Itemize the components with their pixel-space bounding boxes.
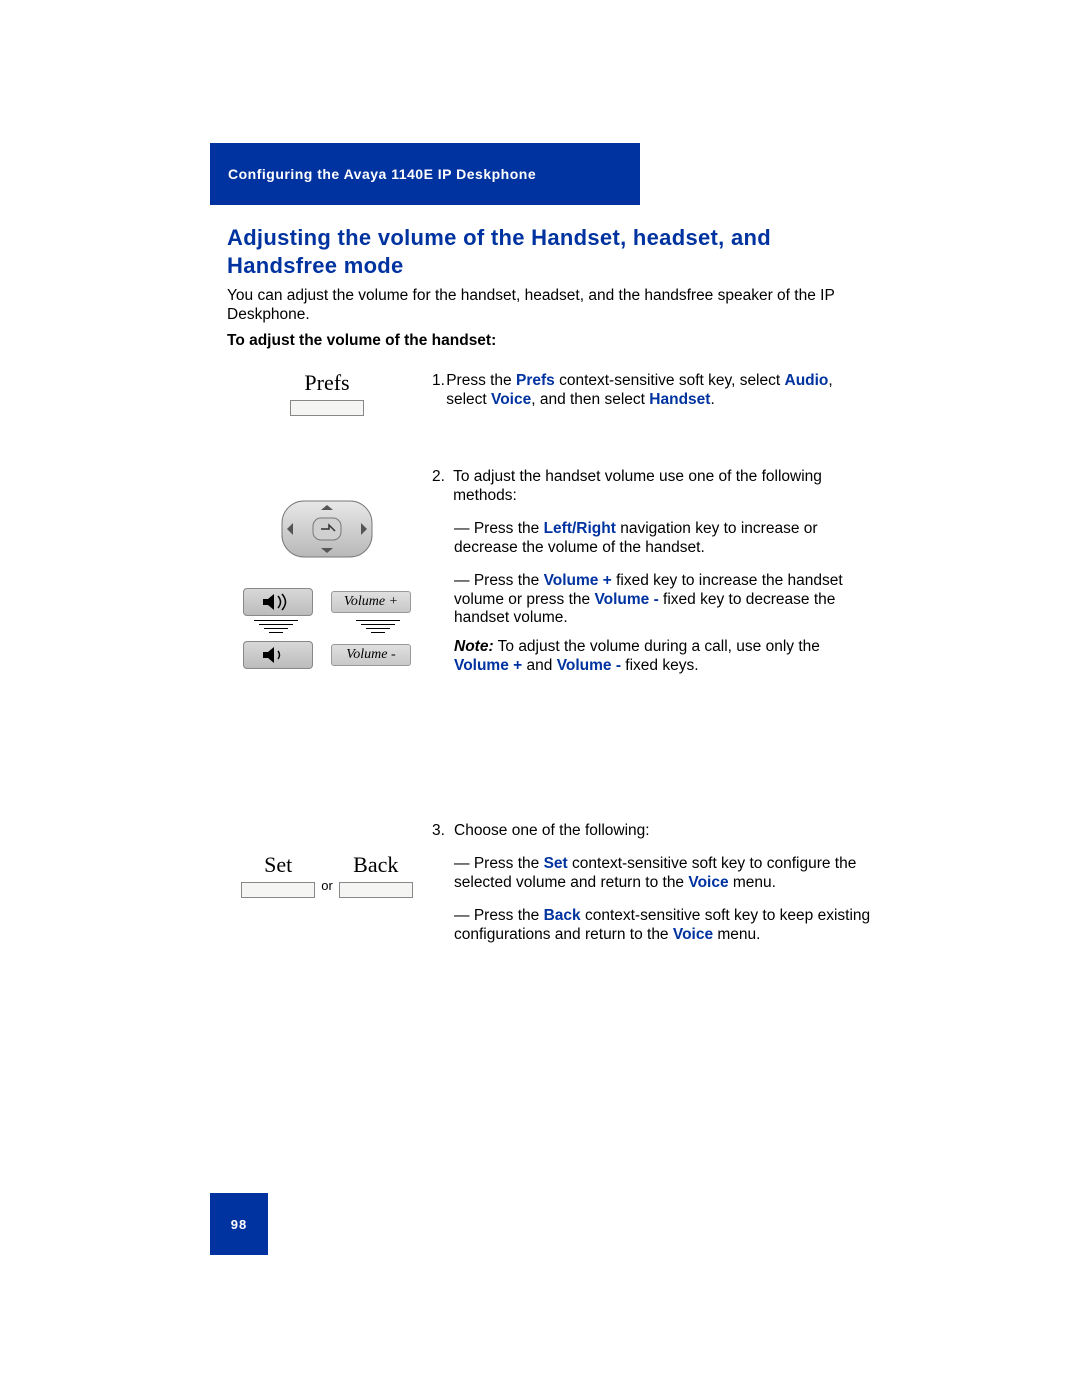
step-2-dash-2: — Press the Volume + fixed key to increa… [454, 572, 872, 629]
volume-up-row: Volume + [227, 588, 427, 616]
page-number-box: 98 [210, 1193, 268, 1255]
volume-controls-graphic: Volume + Volume - [227, 500, 427, 669]
step-number: 1. [432, 372, 446, 410]
kw-voice2: Voice [688, 874, 728, 891]
set-back-softkey-graphic: Set or Back [227, 852, 427, 898]
step-2-intro: To adjust the handset volume use one of … [453, 468, 872, 506]
step-3-dash-2: — Press the Back context-sensitive soft … [454, 907, 872, 945]
prefs-softkey-graphic: Prefs [227, 370, 427, 416]
kw-handset: Handset [649, 391, 710, 408]
kw-back: Back [544, 907, 581, 924]
step-2-note: Note: To adjust the volume during a call… [454, 638, 872, 676]
step-1: 1. Press the Prefs context-sensitive sof… [432, 372, 872, 410]
kw-voice: Voice [491, 391, 531, 408]
step-number: 3. [432, 822, 454, 841]
volume-down-row: Volume - [227, 641, 427, 669]
step-3: 3. Choose one of the following: — Press … [432, 822, 872, 945]
kw-volplus2: Volume + [454, 657, 522, 674]
back-softkey-box [339, 882, 413, 898]
page-number: 98 [231, 1217, 247, 1232]
running-header: Configuring the Avaya 1140E IP Deskphone [210, 143, 640, 205]
kw-voice3: Voice [673, 926, 713, 943]
volume-minus-label: Volume - [331, 644, 411, 666]
note-label: Note: [454, 638, 494, 655]
document-page: Configuring the Avaya 1140E IP Deskphone… [0, 0, 1080, 1397]
speaker-loud-icon [243, 588, 313, 616]
set-softkey-box [241, 882, 315, 898]
kw-volminus: Volume - [594, 591, 658, 608]
kw-prefs: Prefs [516, 372, 555, 389]
step-3-dash-1: — Press the Set context-sensitive soft k… [454, 855, 872, 893]
step-2: 2. To adjust the handset volume use one … [432, 468, 872, 676]
speaker-quiet-icon [243, 641, 313, 669]
volume-plus-label: Volume + [331, 591, 411, 613]
kw-audio: Audio [785, 372, 829, 389]
back-softkey-label: Back [353, 852, 398, 878]
kw-volplus: Volume + [544, 572, 612, 589]
nav-pad-icon [281, 500, 373, 558]
prefs-softkey-label: Prefs [277, 370, 377, 396]
running-header-text: Configuring the Avaya 1140E IP Deskphone [228, 166, 536, 182]
divider-lines-1 [227, 620, 427, 633]
kw-leftright: Left/Right [544, 520, 616, 537]
or-text: or [321, 878, 333, 893]
step-1-text: Press the Prefs context-sensitive soft k… [446, 372, 872, 410]
prefs-softkey-box [290, 400, 364, 416]
kw-volminus2: Volume - [557, 657, 621, 674]
section-title: Adjusting the volume of the Handset, hea… [227, 224, 867, 279]
set-softkey-label: Set [264, 852, 292, 878]
step-number: 2. [432, 468, 453, 506]
intro-paragraph: You can adjust the volume for the handse… [227, 286, 867, 325]
step-2-dash-1: — Press the Left/Right navigation key to… [454, 520, 872, 558]
kw-set: Set [544, 855, 568, 872]
procedure-heading: To adjust the volume of the handset: [227, 332, 496, 350]
step-3-intro: Choose one of the following: [454, 822, 650, 841]
